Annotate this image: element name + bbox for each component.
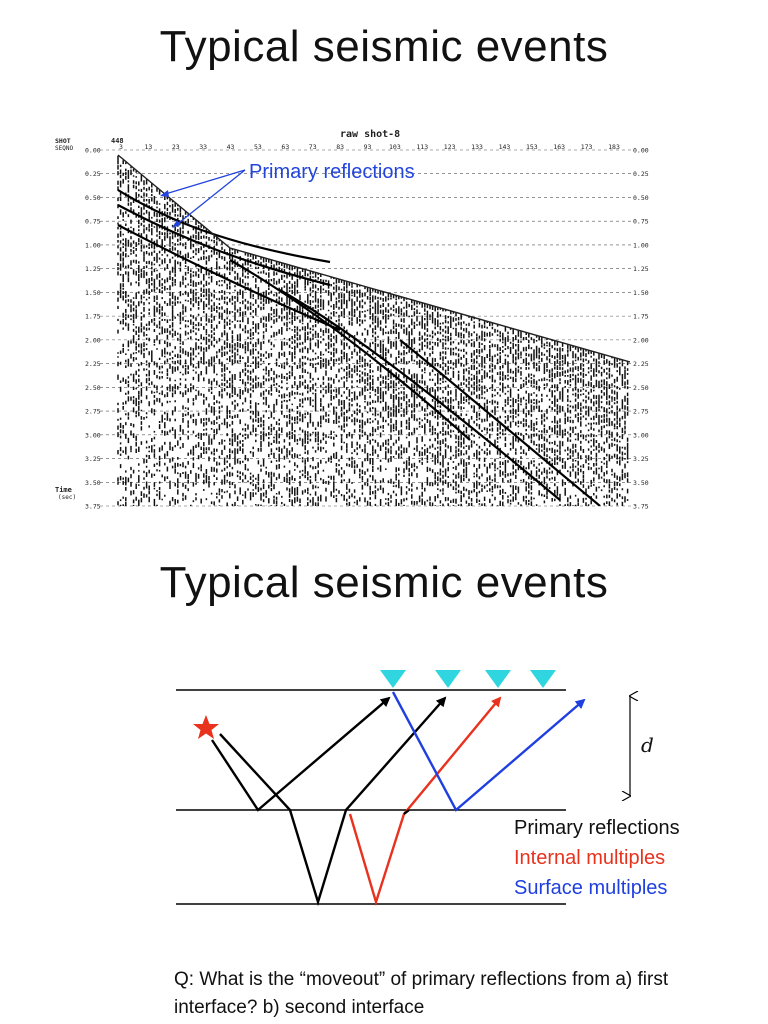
primary-reflections-annotation: Primary reflections (160, 161, 415, 228)
reflection-event (229, 259, 471, 441)
trace-tick-label: 3 (119, 143, 123, 151)
trace-texture (117, 155, 629, 506)
legend-surface-multiples: Surface multiples (514, 877, 668, 899)
trace-tick-label: 73 (309, 143, 317, 151)
annotation-label: Primary reflections (249, 161, 415, 183)
time-tick-label: 1.25 (633, 265, 649, 273)
time-tick-label: 0.75 (633, 218, 649, 226)
time-tick-label: 3.75 (85, 503, 101, 511)
trace-tick-label: 13 (144, 143, 152, 151)
time-tick-label: 2.25 (85, 360, 101, 368)
time-tick-label: 1.75 (633, 313, 649, 321)
trace-tick-label: 163 (553, 143, 565, 151)
trace-tick-label: 93 (364, 143, 372, 151)
time-tick-label: 0.25 (85, 170, 101, 178)
legend-internal-multiples: Internal multiples (514, 847, 666, 869)
legend-primary-reflections: Primary reflections (514, 817, 680, 839)
trace-tick-label: 173 (581, 143, 593, 151)
triangle-down-icon (380, 670, 406, 688)
trace-tick-label: 33 (199, 143, 207, 151)
time-tick-label: 2.25 (633, 360, 649, 368)
time-tick-label: 3.00 (85, 431, 101, 439)
seismic-traces (117, 154, 630, 506)
time-tick-label: 1.00 (633, 241, 649, 249)
time-tick-label: 2.75 (85, 408, 101, 416)
trace-tick-label: 83 (336, 143, 344, 151)
star-icon (193, 715, 219, 739)
trace-tick-label: 23 (172, 143, 180, 151)
reflection-event (117, 224, 341, 332)
question-text: Q: What is the “moveout” of primary refl… (174, 969, 669, 1018)
time-tick-label: 3.50 (85, 479, 101, 487)
trace-tick-label: 103 (389, 143, 401, 151)
trace-tick-label: 183 (608, 143, 620, 151)
time-tick-label: 1.50 (85, 289, 101, 297)
time-tick-label: 0.75 (85, 218, 101, 226)
ray-path-diagram: d (176, 670, 654, 907)
time-tick-label: 0.50 (85, 194, 101, 202)
primary-ray-second-interface (219, 696, 447, 907)
depth-label: d (641, 733, 654, 757)
slide-title: Typical seismic events (159, 558, 609, 607)
internal-multiple-ray (348, 696, 502, 907)
gather-header-title: raw shot-8 (340, 129, 400, 140)
time-tick-label: 0.50 (633, 194, 649, 202)
reflection-event (117, 189, 331, 264)
receiver-array (380, 670, 556, 688)
reflection-event (279, 289, 561, 501)
slide-title: Typical seismic events (159, 22, 609, 71)
time-tick-label: 1.75 (85, 313, 101, 321)
surface-multiple-ray (391, 691, 586, 812)
triangle-down-icon (435, 670, 461, 688)
time-tick-label: 3.25 (633, 455, 649, 463)
time-tick-label: 1.25 (85, 265, 101, 273)
time-axis-label: Time (55, 486, 72, 494)
time-grid-lines (100, 149, 632, 507)
legend: Primary reflections Internal multiples S… (514, 813, 680, 903)
slide-seismic-gather: Typical seismic events raw shot-8 SHOT S… (55, 22, 649, 511)
time-tick-label: 2.00 (633, 336, 649, 344)
shot-value: 448 (111, 137, 124, 145)
slide-ray-diagram: Typical seismic events (0, 512, 768, 1024)
time-tick-label: 2.75 (633, 408, 649, 416)
time-tick-label: 0.25 (633, 170, 649, 178)
reflection-event (399, 339, 601, 506)
first-break-event (117, 154, 630, 363)
time-tick-label: 3.00 (633, 431, 649, 439)
seqno-row-label: SEQNO (55, 145, 73, 152)
time-tick-label: 2.00 (85, 336, 101, 344)
primary-ray-first-interface (210, 696, 391, 812)
trace-tick-labels: 3 13 23 33 43 53 63 73 83 93 103 113 123 133 143 153 163… (119, 143, 620, 151)
time-tick-label: 0.00 (85, 147, 101, 155)
triangle-down-icon (485, 670, 511, 688)
triangle-down-icon (530, 670, 556, 688)
time-tick-label: 0.00 (633, 147, 649, 155)
time-tick-label: 1.50 (633, 289, 649, 297)
trace-tick-label: 123 (444, 143, 456, 151)
reflection-event (117, 204, 331, 287)
time-tick-label: 1.00 (85, 241, 101, 249)
time-tick-label: 3.50 (633, 479, 649, 487)
trace-tick-label: 153 (526, 143, 538, 151)
time-tick-labels: 0.00 0.00 0.25 0.25 0.50 0.50 0.75 0.75 1.00 1.00… (85, 147, 649, 511)
shot-row-label: SHOT (55, 137, 71, 145)
trace-tick-label: 143 (499, 143, 511, 151)
trace-tick-label: 43 (227, 143, 235, 151)
time-tick-label: 3.75 (633, 503, 649, 511)
seismic-shot-gather: raw shot-8 SHOT SEQNO 448 3 13 23 33 43 53 63 7… (55, 129, 649, 511)
time-tick-label: 2.50 (85, 384, 101, 392)
trace-tick-label: 113 (416, 143, 428, 151)
time-tick-label: 2.50 (633, 384, 649, 392)
trace-tick-label: 53 (254, 143, 262, 151)
trace-tick-label: 133 (471, 143, 483, 151)
time-axis-unit: (sec) (58, 494, 76, 501)
time-tick-label: 3.25 (85, 455, 101, 463)
trace-tick-label: 63 (281, 143, 289, 151)
